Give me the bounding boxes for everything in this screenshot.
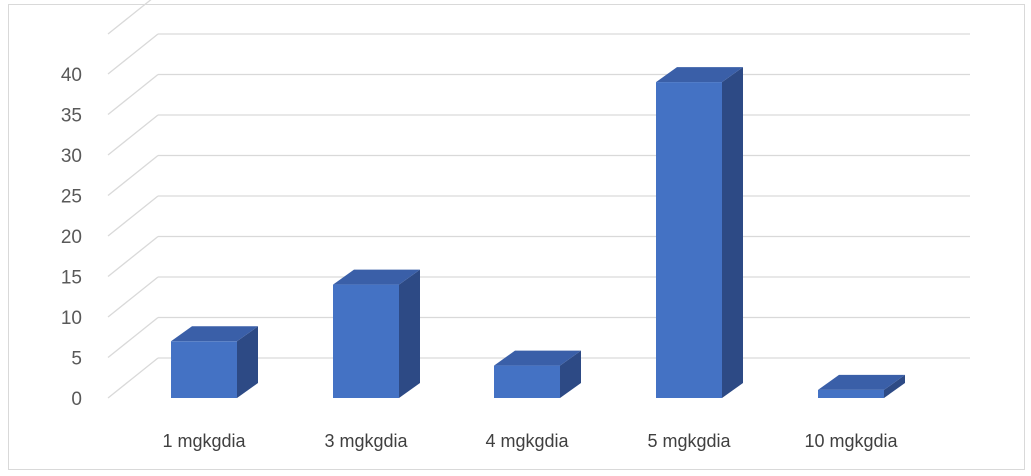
gridline-depth [107,276,159,318]
bar-front [494,365,560,398]
gridline-depth [107,114,159,156]
y-tick-label: 25 [61,187,82,208]
x-tick-label: 3 mgkgdia [324,431,408,451]
y-tick-label: 40 [61,65,82,86]
bar-top [818,374,905,390]
bar [818,374,905,398]
gridline-depth [107,33,159,75]
bar-side [237,326,258,398]
y-tick-label: 10 [61,308,82,329]
y-tick-label: 0 [71,389,82,410]
bar-side [399,269,420,398]
x-tick-label: 10 mgkgdia [804,431,898,451]
bar [494,350,581,398]
bar-top [333,269,420,285]
y-tick-label: 30 [61,146,82,167]
y-tick-label: 15 [61,268,82,289]
gridline-depth [107,195,159,237]
bar-top [171,326,258,342]
bar-front [171,341,237,398]
gridline-depth [107,154,159,197]
bar-side [884,374,905,398]
y-axis-ticks: 0 5 10 15 20 25 30 35 40 [61,65,82,410]
y-tick-label: 5 [71,349,82,370]
y-tick-label: 20 [61,227,82,248]
bar-top [494,350,581,366]
bar [333,269,420,398]
gridline-depth [107,357,159,399]
gridline-depth [107,0,152,35]
bar-side [722,67,743,398]
bar [171,326,258,398]
x-tick-label: 1 mgkgdia [162,431,246,451]
bar-front [333,284,399,398]
gridline-depth [107,316,159,359]
bars [171,67,905,398]
bar-top [656,67,743,83]
x-tick-label: 5 mgkgdia [647,431,731,451]
bar-front [656,82,722,398]
bar-front [818,389,884,398]
gridline-depth [107,235,159,278]
y-tick-label: 35 [61,106,82,127]
x-axis-labels: 1 mgkgdia 3 mgkgdia 4 mgkgdia 5 mgkgdia 10 m… [162,431,898,451]
x-tick-label: 4 mgkgdia [485,431,569,451]
bar-side [560,350,581,398]
gridline-depth [107,73,159,116]
gridlines [107,0,970,399]
bar [656,67,743,398]
